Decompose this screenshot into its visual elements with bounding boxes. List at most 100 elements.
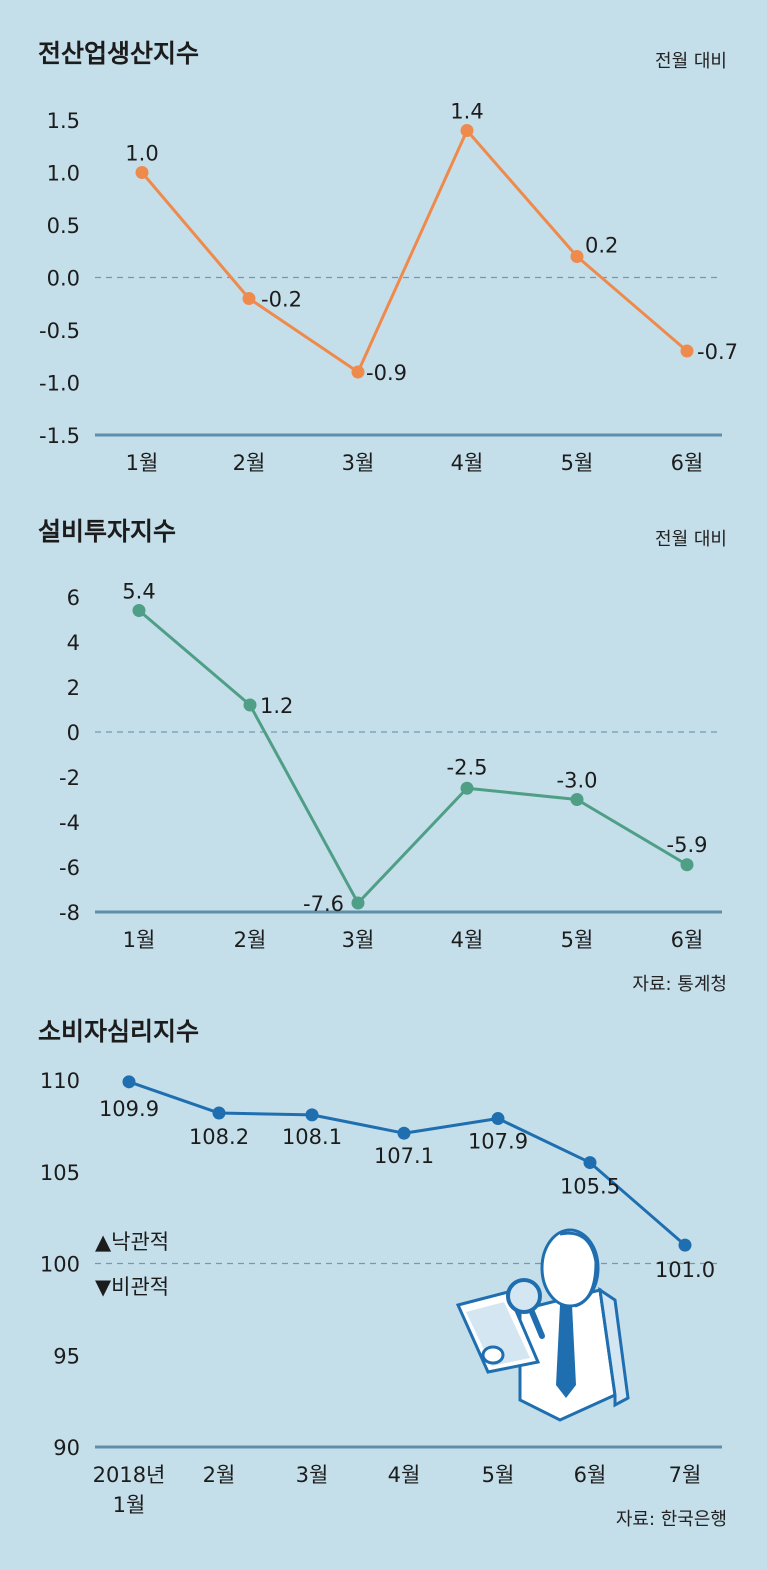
- x-tick-label: 6월: [671, 451, 704, 475]
- y-tick-label: -6: [59, 856, 80, 880]
- data-label: 1.2: [260, 694, 293, 718]
- data-label: -3.0: [557, 769, 598, 793]
- data-label: 109.9: [99, 1097, 159, 1121]
- data-label: -0.7: [697, 340, 738, 364]
- y-tick-label: 0: [67, 721, 80, 745]
- x-tick-label: 4월: [451, 928, 484, 952]
- data-point: [351, 365, 365, 379]
- x-tick-label: 4월: [388, 1463, 421, 1487]
- figure-hand: [481, 1345, 505, 1365]
- series-line: [140, 129, 688, 374]
- y-tick-label: 105: [40, 1161, 80, 1185]
- y-tick-label: 1.0: [47, 162, 80, 186]
- data-label: -2.5: [447, 755, 488, 779]
- y-tick-label: 1.5: [47, 109, 80, 133]
- data-label: 107.9: [468, 1130, 528, 1154]
- y-tick-label: -1.5: [39, 424, 80, 448]
- y-tick-label: 95: [53, 1344, 80, 1368]
- data-point: [570, 793, 584, 806]
- y-tick-label: -2: [59, 766, 80, 790]
- y-tick-label: -4: [59, 811, 80, 835]
- document-page: [466, 1302, 530, 1366]
- data-point: [680, 858, 694, 872]
- data-label: -0.9: [366, 361, 407, 385]
- y-tick-label: 6: [67, 586, 80, 610]
- data-point: [397, 1126, 411, 1140]
- data-point: [491, 1112, 505, 1126]
- data-label: 105.5: [560, 1175, 620, 1199]
- figure-head: [540, 1228, 600, 1308]
- y-tick-label: -1.0: [39, 372, 80, 396]
- data-label: -5.9: [667, 833, 708, 857]
- y-tick-label: 4: [67, 631, 80, 655]
- y-tick-label: 100: [40, 1253, 80, 1277]
- data-point: [570, 250, 584, 263]
- y-tick-label: 0.5: [47, 214, 80, 238]
- x-tick-label: 2월: [234, 928, 267, 952]
- unit-label: 전월 대비: [655, 51, 727, 72]
- data-point: [243, 698, 257, 712]
- legend-optimistic: ▲낙관적: [95, 1230, 169, 1254]
- y-tick-label: 2: [67, 676, 80, 700]
- data-label: 108.2: [189, 1125, 249, 1149]
- data-label: 1.4: [450, 100, 483, 124]
- figure-head-back: [559, 1231, 598, 1308]
- magnifier-icon: [506, 1278, 542, 1314]
- data-point: [132, 604, 146, 617]
- data-point: [680, 344, 694, 358]
- data-label: 101.0: [655, 1258, 715, 1282]
- x-tick-label: 2월: [203, 1463, 236, 1487]
- source-label: 자료: 한국은행: [616, 1509, 727, 1530]
- y-tick-label: -8: [59, 901, 80, 925]
- chart-title: 소비자심리지수: [38, 1017, 199, 1046]
- y-tick-label: -0.5: [39, 319, 80, 343]
- person-with-magnifier-illustration: [455, 1228, 630, 1422]
- legend-pessimistic: ▼비관적: [95, 1275, 169, 1299]
- x-tick-label: 5월: [482, 1463, 515, 1487]
- unit-label: 전월 대비: [655, 529, 727, 550]
- figure-tie: [556, 1305, 576, 1398]
- x-tick-label: 3월: [296, 1463, 329, 1487]
- data-point: [122, 1075, 136, 1089]
- x-tick-label: 7월: [669, 1463, 702, 1487]
- data-point: [583, 1156, 597, 1170]
- x-tick-label: 5월: [561, 928, 594, 952]
- figure-body-side: [598, 1286, 630, 1408]
- chart-title: 전산업생산지수: [38, 39, 199, 68]
- y-tick-label: 0.0: [47, 267, 80, 291]
- y-tick-label: 90: [53, 1436, 80, 1460]
- chart-2: 설비투자지수 전월 대비 6 4 2 0 -2 -4 -6 -8 1월 2월 3월 4월 5월 6월 5.4 1.…: [38, 517, 727, 995]
- x-tick-label: 1월: [126, 451, 159, 475]
- chart-title: 설비투자지수: [38, 517, 176, 546]
- chart-3: 소비자심리지수 110 105 100 95 90 2018년 1월 2월 3월 4월 5월 6월 7월 1…: [38, 1017, 727, 1530]
- series-line: [138, 609, 688, 905]
- data-point: [351, 896, 365, 910]
- data-point: [460, 781, 474, 795]
- data-label: 1.0: [125, 142, 158, 166]
- x-tick-label: 6월: [574, 1463, 607, 1487]
- data-point: [305, 1108, 319, 1122]
- source-label: 자료: 통계청: [632, 974, 727, 995]
- data-label: -7.6: [303, 892, 344, 916]
- x-tick-label: 3월: [342, 451, 375, 475]
- x-tick-label: 6월: [671, 928, 704, 952]
- x-tick-label: 1월: [123, 928, 156, 952]
- data-label: -0.2: [261, 288, 302, 312]
- data-point: [135, 166, 149, 179]
- x-tick-label: 1월: [113, 1493, 146, 1517]
- data-label: 5.4: [122, 580, 155, 604]
- x-tick-label: 3월: [342, 928, 375, 952]
- magnifier-handle: [529, 1309, 545, 1339]
- x-tick-label: 2월: [233, 451, 266, 475]
- data-point: [460, 124, 474, 137]
- data-point: [242, 292, 256, 305]
- data-label: 108.1: [282, 1125, 342, 1149]
- x-tick-label: 5월: [561, 451, 594, 475]
- chart-1: 전산업생산지수 전월 대비 1.5 1.0 0.5 0.0 -0.5 -1.0 -1.5 1월 2월…: [38, 39, 738, 475]
- data-point: [212, 1106, 226, 1120]
- x-tick-label: 2018년: [93, 1463, 166, 1487]
- data-point: [678, 1238, 692, 1252]
- x-tick-label: 4월: [451, 451, 484, 475]
